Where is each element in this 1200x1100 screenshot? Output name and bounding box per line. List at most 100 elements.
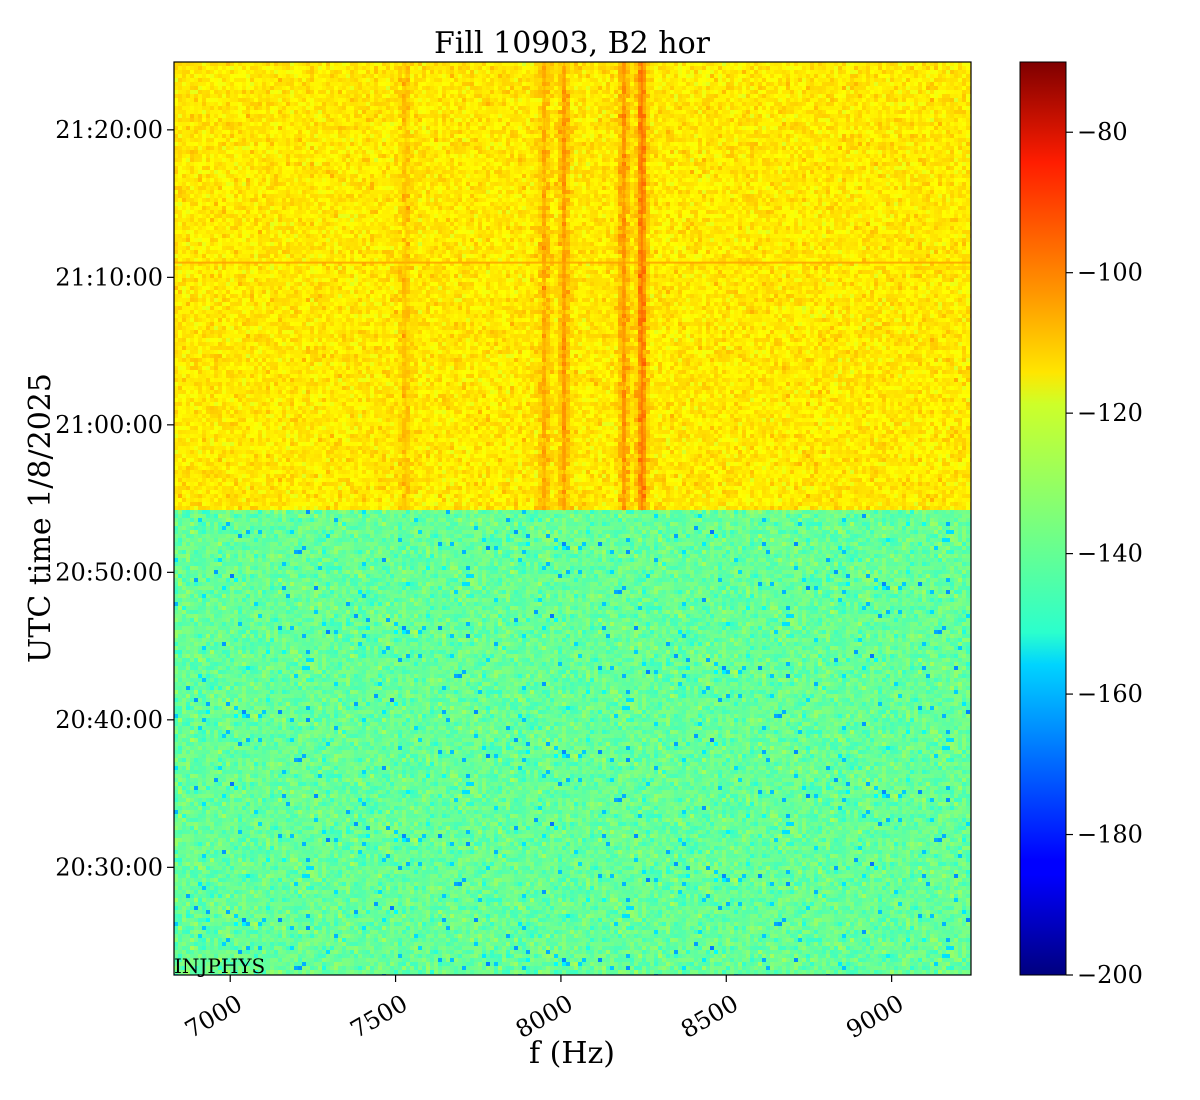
heatmap-cell — [962, 78, 967, 83]
heatmap-cell — [454, 154, 459, 159]
heatmap-cell — [422, 150, 427, 155]
heatmap-cell — [634, 158, 639, 163]
heatmap-cell — [806, 86, 811, 91]
heatmap-cell — [682, 134, 687, 139]
heatmap-cell — [254, 138, 259, 143]
heatmap-cell — [266, 74, 271, 79]
heatmap-cell — [830, 86, 835, 91]
heatmap-cell — [322, 134, 327, 139]
heatmap-cell — [506, 74, 511, 79]
heatmap-cell — [586, 150, 591, 155]
heatmap-cell — [510, 150, 515, 155]
heatmap-cell — [770, 98, 775, 103]
heatmap-cell — [338, 66, 343, 71]
heatmap-cell — [834, 150, 839, 155]
heatmap-cell — [750, 62, 755, 67]
heatmap-cell — [734, 74, 739, 79]
heatmap-cell — [870, 126, 875, 131]
heatmap-cell — [746, 114, 751, 119]
heatmap-cell — [650, 114, 655, 119]
heatmap-cell — [210, 78, 215, 83]
heatmap-cell — [466, 150, 471, 155]
heatmap-cell — [190, 134, 195, 139]
heatmap-cell — [266, 106, 271, 111]
heatmap-cell — [778, 90, 783, 95]
heatmap-cell — [750, 86, 755, 91]
heatmap-cell — [286, 138, 291, 143]
heatmap-cell — [550, 146, 555, 151]
heatmap-cell — [738, 142, 743, 147]
heatmap-cell — [922, 114, 927, 119]
heatmap-cell — [610, 110, 615, 115]
heatmap-cell — [450, 94, 455, 99]
heatmap-cell — [234, 118, 239, 123]
heatmap-cell — [270, 82, 275, 87]
heatmap-cell — [538, 74, 543, 79]
heatmap-cell — [810, 110, 815, 115]
heatmap-cell — [434, 66, 439, 71]
heatmap-cell — [586, 138, 591, 143]
heatmap-cell — [262, 114, 267, 119]
heatmap-cell — [326, 142, 331, 147]
heatmap-cell — [734, 102, 739, 107]
heatmap-cell — [262, 90, 267, 95]
heatmap-cell — [306, 86, 311, 91]
heatmap-cell — [266, 90, 271, 95]
heatmap-cell — [862, 94, 867, 99]
heatmap-cell — [578, 114, 583, 119]
heatmap-cell — [574, 86, 579, 91]
heatmap-cell — [522, 78, 527, 83]
heatmap-cell — [698, 102, 703, 107]
heatmap-cell — [198, 142, 203, 147]
heatmap-cell — [866, 78, 871, 83]
heatmap-cell — [322, 110, 327, 115]
heatmap-cell — [770, 114, 775, 119]
heatmap-cell — [618, 134, 623, 139]
heatmap-cell — [190, 66, 195, 71]
heatmap-cell — [570, 94, 575, 99]
heatmap-cell — [346, 158, 351, 163]
heatmap-cell — [354, 150, 359, 155]
heatmap-cell — [678, 98, 683, 103]
heatmap-cell — [454, 82, 459, 87]
heatmap-cell — [534, 134, 539, 139]
heatmap-cell — [294, 110, 299, 115]
heatmap-cell — [498, 142, 503, 147]
heatmap-cell — [402, 150, 407, 155]
heatmap-cell — [554, 98, 559, 103]
heatmap-cell — [374, 142, 379, 147]
heatmap-cell — [270, 142, 275, 147]
heatmap-cell — [650, 106, 655, 111]
heatmap-cell — [882, 134, 887, 139]
heatmap-cell — [214, 134, 219, 139]
heatmap-cell — [270, 98, 275, 103]
heatmap-cell — [922, 134, 927, 139]
heatmap-cell — [914, 106, 919, 111]
heatmap-cell — [246, 90, 251, 95]
heatmap-cell — [802, 154, 807, 159]
heatmap-cell — [410, 122, 415, 127]
heatmap-cell — [446, 78, 451, 83]
heatmap-cell — [694, 82, 699, 87]
heatmap-cell — [386, 134, 391, 139]
heatmap-cell — [654, 118, 659, 123]
heatmap-cell — [306, 106, 311, 111]
heatmap-cell — [374, 150, 379, 155]
heatmap-cell — [606, 118, 611, 123]
heatmap-cell — [358, 110, 363, 115]
heatmap-cell — [226, 138, 231, 143]
heatmap-cell — [494, 94, 499, 99]
heatmap-cell — [594, 66, 599, 71]
heatmap-cell — [958, 110, 963, 115]
heatmap-cell — [938, 66, 943, 71]
heatmap-cell — [446, 138, 451, 143]
heatmap-cell — [802, 114, 807, 119]
heatmap-cell — [310, 110, 315, 115]
heatmap-cell — [790, 98, 795, 103]
heatmap-cell — [294, 62, 299, 67]
heatmap-cell — [462, 90, 467, 95]
heatmap-cell — [602, 98, 607, 103]
heatmap-cell — [626, 94, 631, 99]
heatmap-cell — [922, 142, 927, 147]
heatmap-cell — [362, 150, 367, 155]
